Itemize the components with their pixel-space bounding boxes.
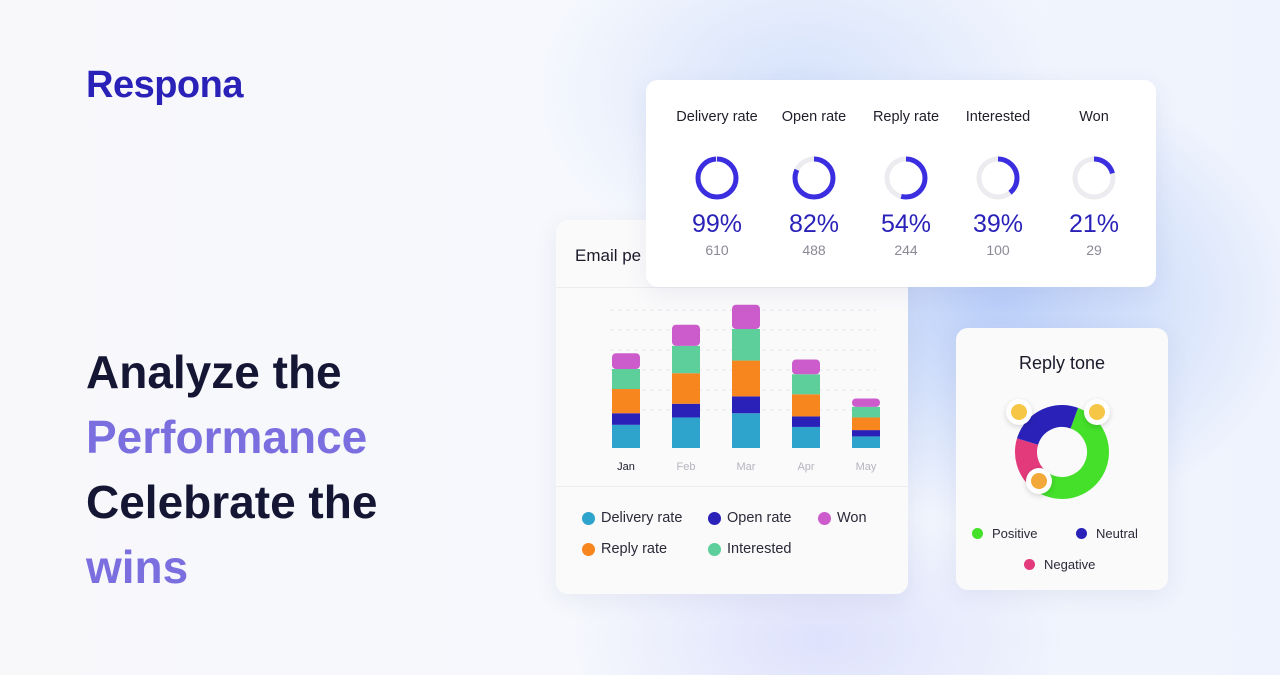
- bar-segment-reply-rate-mar: [732, 360, 760, 397]
- divider: [556, 287, 908, 288]
- x-tick-label-jan: Jan: [617, 461, 635, 473]
- metric-progress-arc: [792, 156, 836, 200]
- metrics-summary-card: Delivery rate 99% 610 Open rate 82% 488 Reply …: [646, 80, 1156, 287]
- bar-segment-won-mar: [732, 304, 760, 329]
- metric-label: Won: [1079, 109, 1109, 125]
- metric-label: Reply rate: [872, 109, 940, 125]
- x-tick-label-mar: Mar: [737, 461, 756, 473]
- bar-segment-interested-jan: [612, 369, 640, 390]
- legend-label: Delivery rate: [601, 510, 683, 526]
- divider: [556, 486, 908, 487]
- bar-segment-delivery-rate-mar: [732, 413, 760, 448]
- x-tick-label-apr: Apr: [797, 461, 814, 473]
- legend-label: Reply rate: [601, 541, 668, 557]
- metric-percent: 54%: [880, 210, 932, 238]
- headline-line-1: Analyze the: [86, 346, 342, 398]
- bar-segment-open-rate-jan: [612, 413, 640, 425]
- metric-percent: 99%: [691, 210, 743, 238]
- chart-legend: Delivery rate Open rate Won Reply rate Inter…: [582, 510, 902, 570]
- bar-segment-interested-may: [852, 406, 880, 418]
- bar-segment-reply-rate-jan: [612, 389, 640, 414]
- email-card-title: Email pe: [575, 246, 642, 265]
- tone-legend-positive[interactable]: Positive: [972, 526, 1038, 541]
- metric-progress-arc: [695, 156, 739, 200]
- metric-progress-ring: [695, 156, 739, 200]
- angry-face-icon: [1026, 468, 1052, 494]
- metric-count: 610: [705, 242, 729, 258]
- legend-dot: [582, 511, 595, 525]
- legend-label: Neutral: [1096, 526, 1138, 541]
- metric-progress-ring: [1072, 156, 1116, 200]
- legend-label: Open rate: [727, 510, 792, 526]
- bar-segment-open-rate-apr: [792, 416, 820, 427]
- bar-segment-open-rate-feb: [672, 403, 700, 418]
- metric-count: 244: [894, 242, 918, 258]
- metric-percent: 82%: [788, 210, 840, 238]
- metric-label: Delivery rate: [676, 109, 758, 125]
- metric-percent: 39%: [972, 210, 1024, 238]
- legend-label: Negative: [1044, 557, 1096, 572]
- legend-item-delivery-rate[interactable]: Delivery rate: [582, 510, 682, 526]
- metric-percent: 21%: [1068, 210, 1120, 238]
- legend-label: Interested: [727, 541, 792, 557]
- hero-headline: Analyze the Performance Celebrate the wi…: [86, 340, 377, 600]
- legend-dot: [708, 542, 721, 556]
- bar-segment-open-rate-may: [852, 430, 880, 437]
- legend-label: Won: [837, 510, 867, 526]
- bar-segment-won-feb: [672, 324, 700, 346]
- legend-dot: [1076, 528, 1087, 539]
- stacked-bar-chart: Jan Feb Mar Apr May: [610, 304, 880, 473]
- legend-dot: [818, 511, 831, 525]
- bar-segment-won-jan: [612, 353, 640, 369]
- metric-label: Interested: [965, 109, 1031, 125]
- metric-progress-arc: [976, 156, 1020, 200]
- bar-segment-reply-rate-feb: [672, 373, 700, 404]
- tone-legend-negative[interactable]: Negative: [1024, 557, 1095, 572]
- bar-segment-reply-rate-apr: [792, 394, 820, 417]
- tone-legend-neutral[interactable]: Neutral: [1076, 526, 1138, 541]
- headline-line-2: Performance: [86, 411, 368, 463]
- bar-segment-open-rate-mar: [732, 396, 760, 414]
- metric-progress-arc: [1072, 156, 1116, 200]
- legend-dot: [708, 511, 721, 525]
- bar-segment-delivery-rate-jan: [612, 424, 640, 448]
- bar-segment-won-apr: [792, 359, 820, 375]
- headline-line-4: wins: [86, 541, 189, 593]
- bar-segment-interested-mar: [732, 328, 760, 361]
- metric-count: 29: [1086, 242, 1102, 258]
- x-tick-label-may: May: [856, 461, 877, 473]
- bar-segment-reply-rate-may: [852, 417, 880, 431]
- bar-segment-interested-feb: [672, 345, 700, 374]
- metric-progress-ring: [884, 156, 928, 200]
- bar-segment-delivery-rate-apr: [792, 426, 820, 448]
- headline-line-3: Celebrate the: [86, 476, 378, 528]
- smiling-face-icon: [1084, 399, 1110, 425]
- bar-segment-delivery-rate-feb: [672, 417, 700, 448]
- legend-label: Positive: [992, 526, 1038, 541]
- metric-label: Open rate: [781, 109, 847, 125]
- bar-segment-delivery-rate-may: [852, 436, 880, 448]
- respona-logo[interactable]: Respona: [86, 64, 243, 106]
- x-tick-label-feb: Feb: [677, 461, 696, 473]
- bar-segment-won-may: [852, 398, 880, 407]
- metric-count: 100: [986, 242, 1010, 258]
- legend-item-won[interactable]: Won: [818, 510, 867, 526]
- metric-progress-ring: [792, 156, 836, 200]
- legend-item-open-rate[interactable]: Open rate: [708, 510, 792, 526]
- metric-count: 488: [802, 242, 826, 258]
- neutral-face-icon: [1006, 399, 1032, 425]
- legend-item-reply-rate[interactable]: Reply rate: [582, 541, 667, 557]
- legend-dot: [582, 542, 595, 556]
- legend-dot: [972, 528, 983, 539]
- reply-tone-card: Reply tone Positive Neutral Negative: [956, 328, 1168, 590]
- reply-tone-title: Reply tone: [1018, 353, 1106, 373]
- metric-progress-arc: [884, 156, 928, 200]
- legend-item-interested[interactable]: Interested: [708, 541, 792, 557]
- legend-dot: [1024, 559, 1035, 570]
- metric-progress-ring: [976, 156, 1020, 200]
- bar-segment-interested-apr: [792, 374, 820, 395]
